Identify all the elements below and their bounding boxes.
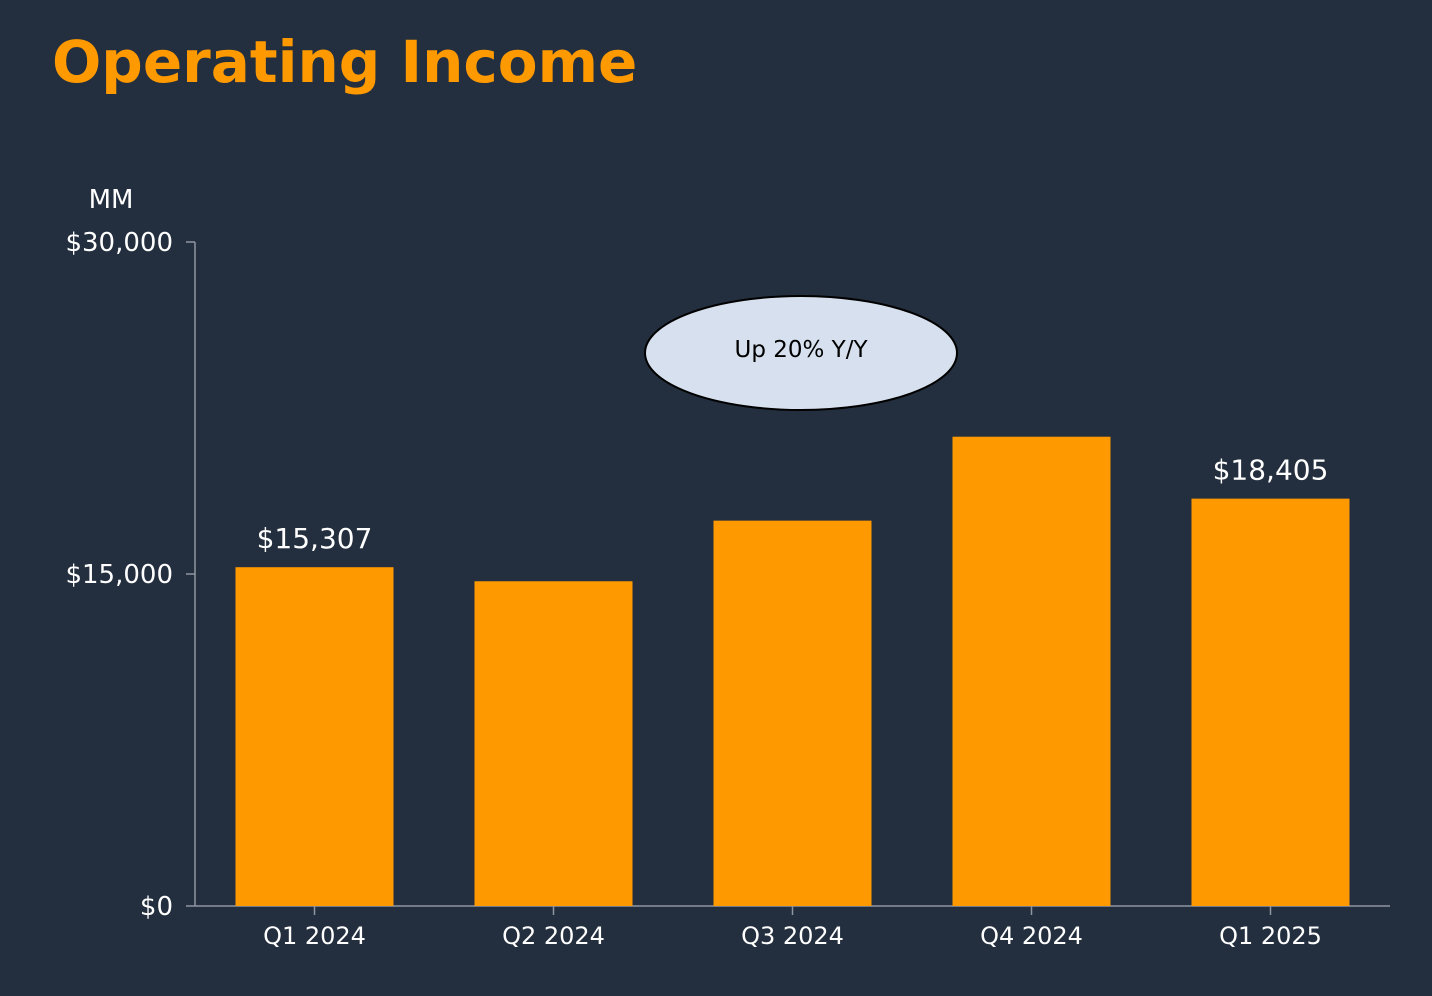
data-labels: $15,307 $18,405 [257,454,1329,556]
slide-title: Operating Income [52,28,638,96]
bar [713,520,872,906]
callout-ellipse [644,295,958,411]
x-tick-label: Q1 2025 [1219,922,1322,950]
bar [474,581,633,906]
yoy-callout: Up 20% Y/Y [644,295,958,411]
x-tick-label: Q4 2024 [980,922,1083,950]
x-tick-label: Q3 2024 [741,922,844,950]
y-tick-label: $0 [140,892,173,922]
y-tick-label: $30,000 [65,228,173,258]
x-axis-ticks: Q1 2024 Q2 2024 Q3 2024 Q4 2024 Q1 2025 [263,906,1322,950]
callout-text: Up 20% Y/Y [734,337,868,363]
y-axis-unit-label: MM [89,185,134,215]
data-label: $18,405 [1213,454,1329,487]
bar-series [235,436,1350,906]
bar [952,436,1111,906]
x-tick-label: Q1 2024 [263,922,366,950]
y-axis-ticks: $0 $15,000 $30,000 [65,228,195,922]
x-tick-label: Q2 2024 [502,922,605,950]
bar [235,567,394,906]
bar [1191,498,1350,906]
data-label: $15,307 [257,522,373,555]
y-tick-label: $15,000 [65,560,173,590]
